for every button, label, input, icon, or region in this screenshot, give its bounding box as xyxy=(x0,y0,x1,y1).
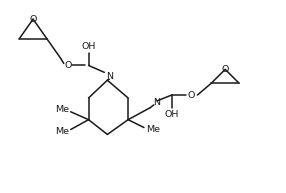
Text: OH: OH xyxy=(164,110,179,119)
Text: N: N xyxy=(106,72,113,81)
Text: O: O xyxy=(29,15,37,24)
Text: O: O xyxy=(188,91,195,100)
Text: O: O xyxy=(64,61,72,70)
Text: O: O xyxy=(221,65,229,74)
Text: OH: OH xyxy=(81,42,96,51)
Text: Me: Me xyxy=(55,105,69,114)
Text: Me: Me xyxy=(55,127,69,136)
Text: Me: Me xyxy=(146,125,160,134)
Text: N: N xyxy=(153,98,160,108)
